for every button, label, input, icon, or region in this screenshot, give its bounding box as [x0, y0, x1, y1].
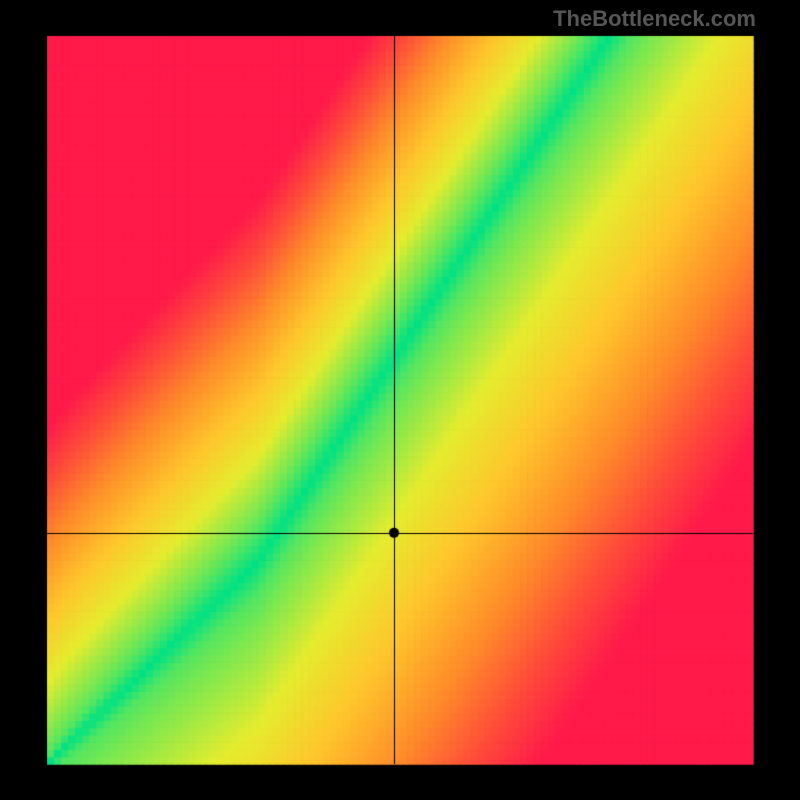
- chart-container: TheBottleneck.com: [0, 0, 800, 800]
- watermark-text: TheBottleneck.com: [553, 6, 756, 32]
- bottleneck-heatmap: [0, 0, 800, 800]
